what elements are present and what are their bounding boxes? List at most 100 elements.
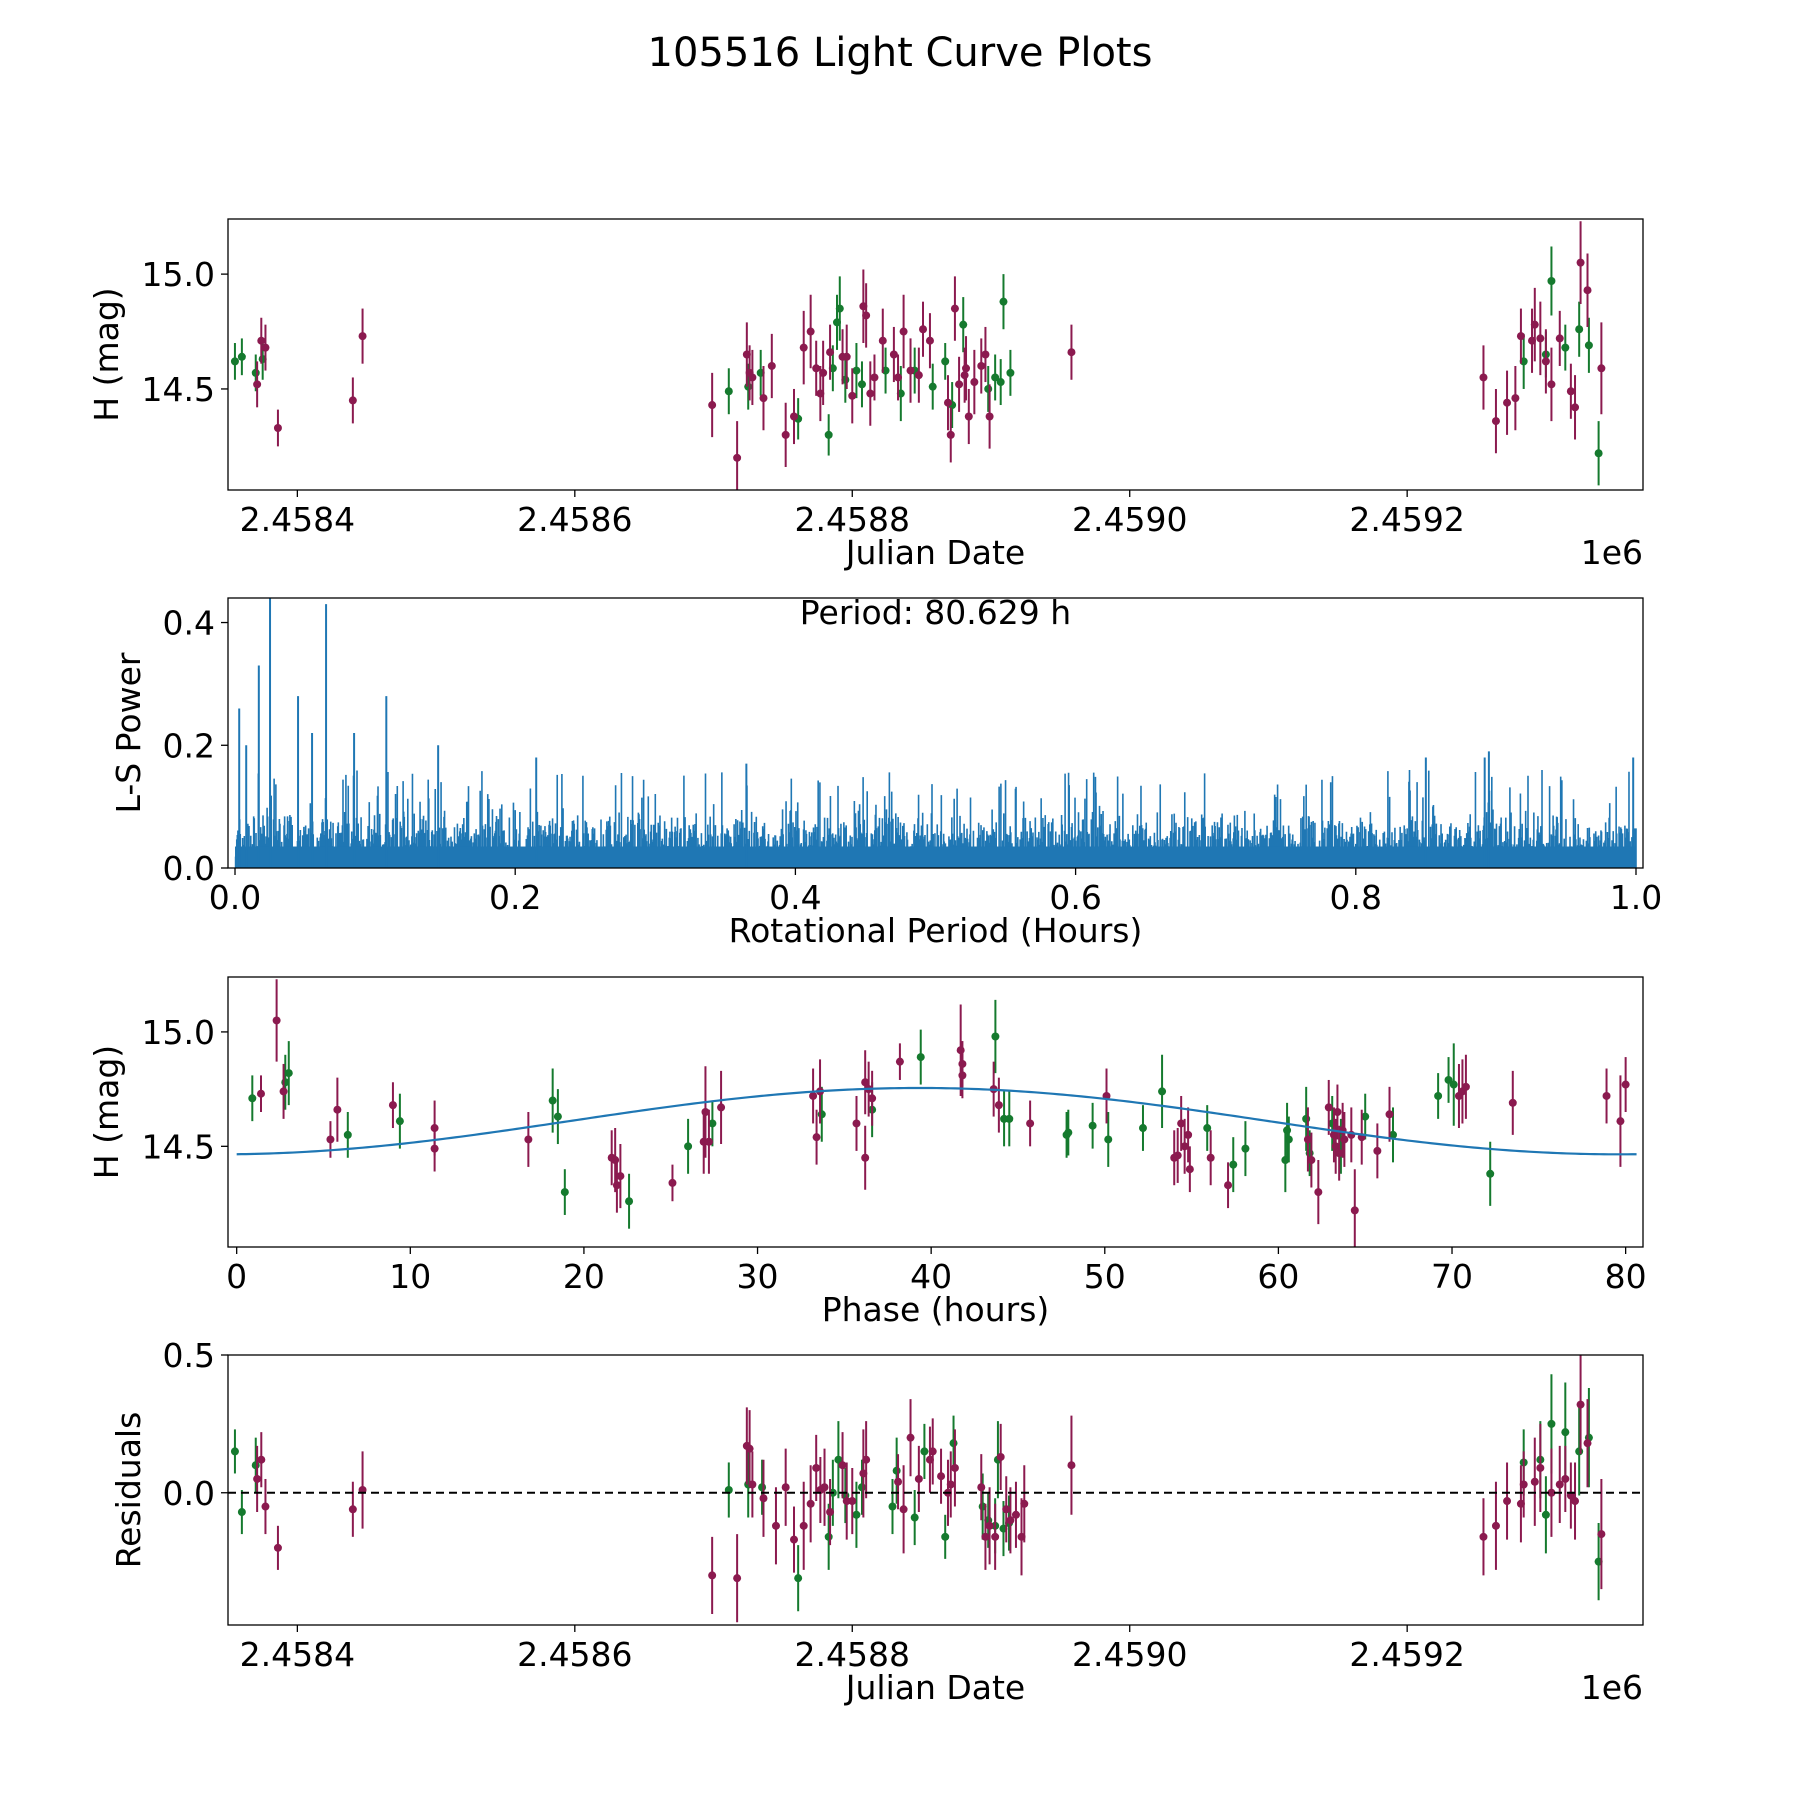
phased-xtick-label: 40 (910, 1257, 952, 1296)
phased-point (1088, 1121, 1097, 1130)
lightcurve-point (759, 394, 768, 403)
phased-point (1324, 1103, 1333, 1112)
lightcurve-frame (227, 218, 1644, 491)
residuals-point (941, 1532, 950, 1541)
residuals-point (1575, 1447, 1584, 1456)
periodogram-ylabel: L-S Power (109, 652, 148, 813)
phased-point (861, 1078, 870, 1087)
phased-point (956, 1046, 965, 1055)
phased-point (548, 1096, 557, 1105)
lightcurve-point (273, 423, 282, 432)
residuals-point (273, 1543, 282, 1552)
phased-point (1307, 1156, 1316, 1165)
phased-point (430, 1144, 439, 1153)
phased-point (1224, 1181, 1233, 1190)
lightcurve-point (230, 357, 239, 366)
lightcurve-point (790, 412, 798, 421)
phased-plot-area (236, 979, 1637, 1247)
lightcurve-point (358, 332, 367, 341)
residuals-point (1547, 1419, 1556, 1428)
lightcurve-xtick-label: 2.4588 (795, 500, 910, 539)
lightcurve-point (724, 387, 733, 396)
phased-xtick-label: 20 (563, 1257, 605, 1296)
phased-point (1602, 1091, 1611, 1100)
lightcurve-point (941, 357, 950, 366)
residuals-point (888, 1502, 897, 1511)
residuals-ytick-label: 0.5 (163, 1336, 215, 1375)
residuals-point (991, 1532, 1000, 1541)
residuals-point (857, 1483, 866, 1492)
lightcurve-point (999, 297, 1008, 306)
phased-point (1005, 1114, 1014, 1123)
phased-point (916, 1053, 925, 1062)
phased-point (1373, 1146, 1382, 1155)
period-annotation: Period: 80.629 h (800, 593, 1071, 632)
residuals-point (733, 1574, 742, 1583)
lightcurve-point (1547, 380, 1556, 389)
residuals-point (261, 1502, 270, 1511)
residuals-point (1002, 1505, 1011, 1514)
residuals-point (996, 1452, 1005, 1461)
residuals-point (826, 1508, 835, 1517)
lightcurve-series-g (230, 246, 1603, 486)
lightcurve-point (955, 380, 964, 389)
lightcurve-point (1594, 449, 1603, 458)
phased-point (861, 1153, 870, 1162)
residuals-point (1519, 1480, 1528, 1489)
phased-point (704, 1137, 713, 1146)
lightcurve-series-r (253, 221, 1606, 490)
residuals-point (1530, 1477, 1539, 1486)
lightcurve-point (1555, 334, 1564, 343)
lightcurve-point (964, 412, 973, 421)
lightcurve-point (996, 378, 1005, 387)
residuals-point (812, 1463, 821, 1472)
phased-point (256, 1089, 265, 1098)
phased-point (1303, 1135, 1312, 1144)
lightcurve-point (1503, 398, 1512, 407)
lightcurve-point (1597, 364, 1606, 373)
phased-point (1486, 1169, 1495, 1178)
residuals-point (848, 1497, 857, 1506)
lightcurve-point (866, 389, 875, 398)
lightcurve-point (970, 378, 979, 387)
lightcurve-point (984, 384, 993, 393)
residuals-point (842, 1497, 851, 1506)
residuals-point (237, 1508, 246, 1517)
lightcurve-ytick-label: 15.0 (142, 255, 215, 294)
residuals-point (230, 1447, 239, 1456)
residuals-offset-text: 1e6 (1581, 1668, 1643, 1707)
lightcurve-point (744, 382, 753, 391)
phased-ytick-label: 14.5 (142, 1127, 215, 1166)
phased-point (326, 1135, 335, 1144)
phased-point (991, 1032, 1000, 1041)
phased-point (1508, 1098, 1517, 1107)
phased-point (1331, 1142, 1340, 1151)
lightcurve-point (835, 304, 844, 313)
phased-point (1461, 1082, 1470, 1091)
phased-xtick-label: 80 (1605, 1257, 1647, 1296)
figure-title: 105516 Light Curve Plots (648, 30, 1153, 76)
lightcurve-ylabel: H (mag) (87, 287, 126, 421)
lightcurve-point (1547, 277, 1556, 286)
residuals-point (985, 1521, 994, 1530)
phased-point (668, 1178, 677, 1187)
lightcurve-point (857, 380, 866, 389)
phased-point (1185, 1165, 1194, 1174)
lightcurve-point (348, 396, 357, 405)
lightcurve-point (1566, 387, 1575, 396)
lightcurve-point (1006, 368, 1015, 377)
lightcurve-point (826, 348, 835, 357)
phased-point (272, 1016, 281, 1025)
lightcurve-point (1576, 258, 1585, 267)
phased-point (812, 1133, 821, 1142)
phased-frame (227, 976, 1644, 1248)
residuals-point (824, 1532, 833, 1541)
residuals-point (1479, 1532, 1488, 1541)
lightcurve-point (928, 382, 937, 391)
lightcurve-point (1536, 334, 1545, 343)
phased-point (1203, 1124, 1212, 1133)
residuals-point (1503, 1497, 1512, 1506)
residuals-point (906, 1433, 915, 1442)
phased-point (717, 1103, 726, 1112)
